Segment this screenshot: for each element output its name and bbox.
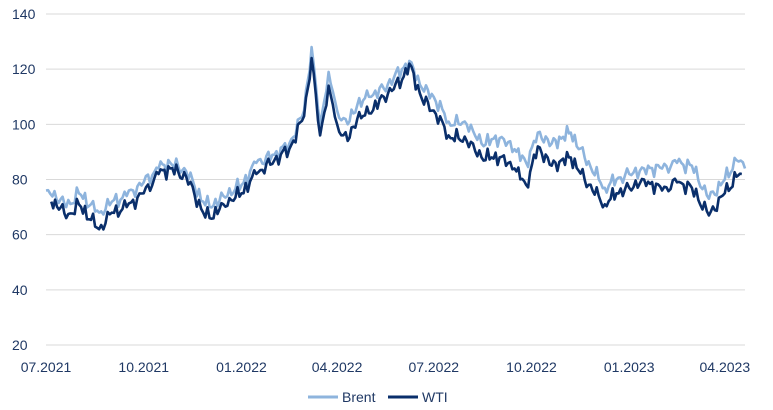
x-axis: 07.2021 10.2021 01.2022 04.2022 07.2022 10.20… (21, 359, 751, 375)
y-tick-label: 120 (12, 61, 36, 77)
x-tick-label: 10.2022 (506, 359, 557, 375)
legend-label-brent: Brent (342, 389, 376, 405)
x-tick-label: 04.2022 (312, 359, 363, 375)
legend-label-wti: WTI (422, 389, 448, 405)
y-tick-label: 140 (12, 6, 36, 22)
y-axis: 20 40 60 80 100 120 140 (12, 6, 36, 353)
x-tick-label: 04.2023 (700, 359, 751, 375)
x-tick-label: 01.2022 (216, 359, 267, 375)
series-line-wti (50, 56, 743, 231)
y-tick-label: 20 (12, 337, 28, 353)
series-lines (45, 45, 747, 231)
y-tick-label: 80 (12, 172, 28, 188)
legend: Brent WTI (308, 389, 448, 405)
y-tick-label: 60 (12, 227, 28, 243)
y-tick-label: 100 (12, 116, 36, 132)
y-tick-label: 40 (12, 282, 28, 298)
x-tick-label: 07.2021 (21, 359, 72, 375)
x-tick-label: 01.2023 (604, 359, 655, 375)
series-line-brent (45, 45, 747, 216)
x-tick-label: 07.2022 (408, 359, 459, 375)
gridlines (46, 13, 745, 346)
x-tick-label: 10.2021 (118, 359, 169, 375)
